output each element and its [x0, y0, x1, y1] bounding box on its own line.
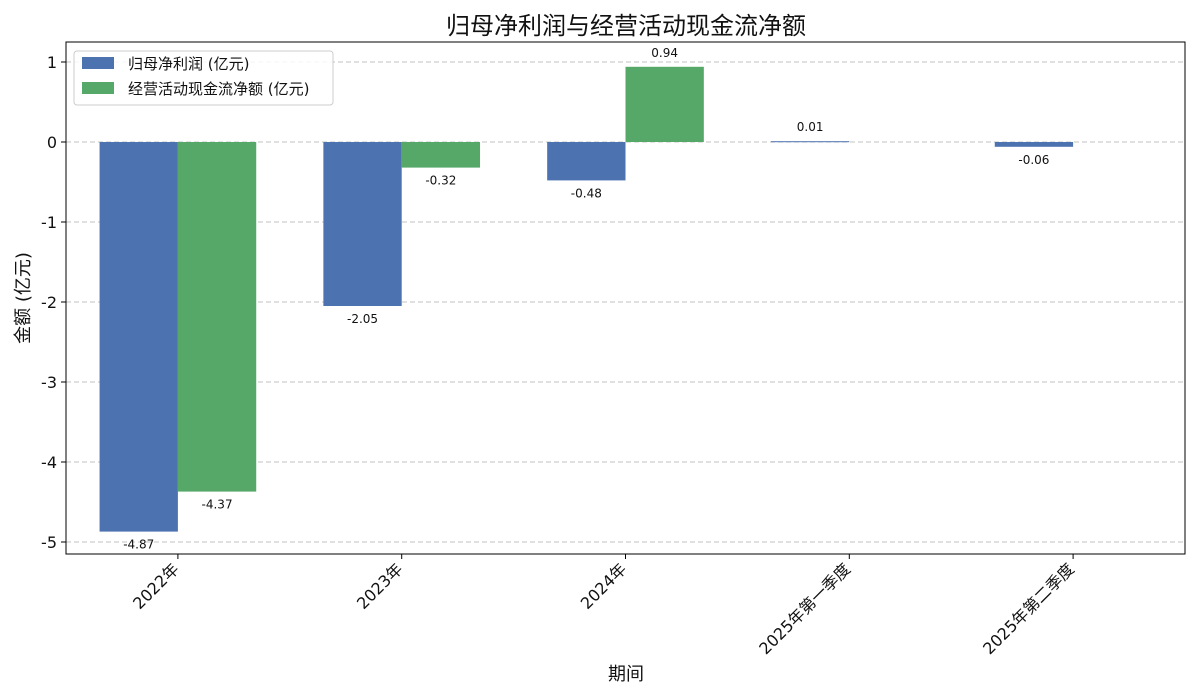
bar-series-2 [625, 66, 704, 142]
y-axis-ticks: 1 0 -1 -2 -3 -4 -5 [41, 53, 66, 552]
y-tick-label: -2 [41, 293, 57, 312]
data-label: 0.94 [651, 46, 678, 60]
x-axis-title: 期间 [608, 664, 644, 685]
chart-title: 归母净利润与经营活动现金流净额 [446, 12, 806, 40]
bars [99, 66, 1074, 532]
bar-series-1 [323, 142, 402, 306]
legend-label-series-1: 归母净利润 (亿元) [128, 55, 249, 73]
legend-swatch-series-1 [82, 57, 114, 69]
bar-series-1 [547, 142, 626, 181]
y-tick-label: -5 [41, 533, 57, 552]
bar-series-2 [177, 142, 257, 492]
bar-series-2 [401, 142, 481, 168]
legend-box [73, 50, 334, 106]
y-tick-label: 1 [47, 53, 57, 72]
y-tick-label: -4 [41, 453, 57, 472]
legend-label-series-2: 经营活动现金流净额 (亿元) [128, 80, 309, 98]
bar-series-1 [99, 142, 178, 532]
data-label: -2.05 [347, 312, 378, 326]
data-label: 0.01 [797, 120, 824, 134]
legend: 归母净利润 (亿元) 经营活动现金流净额 (亿元) [73, 50, 334, 106]
y-tick-label: -3 [41, 373, 57, 392]
bar-series-1 [770, 141, 850, 143]
data-labels: -4.87 -2.05 -0.48 0.01 -0.06 -4.37 -0.32 0.94 [123, 46, 1049, 552]
y-axis-title: 金额 (亿元) [13, 252, 34, 344]
data-label: -4.37 [202, 498, 233, 512]
data-label: -0.48 [571, 186, 602, 200]
legend-swatch-series-2 [82, 82, 114, 94]
data-label: -0.32 [425, 174, 456, 188]
data-label: -0.06 [1018, 153, 1049, 167]
y-tick-label: -1 [41, 213, 57, 232]
data-label: -4.87 [123, 538, 154, 552]
bar-series-1 [994, 142, 1074, 147]
y-tick-label: 0 [47, 133, 57, 152]
